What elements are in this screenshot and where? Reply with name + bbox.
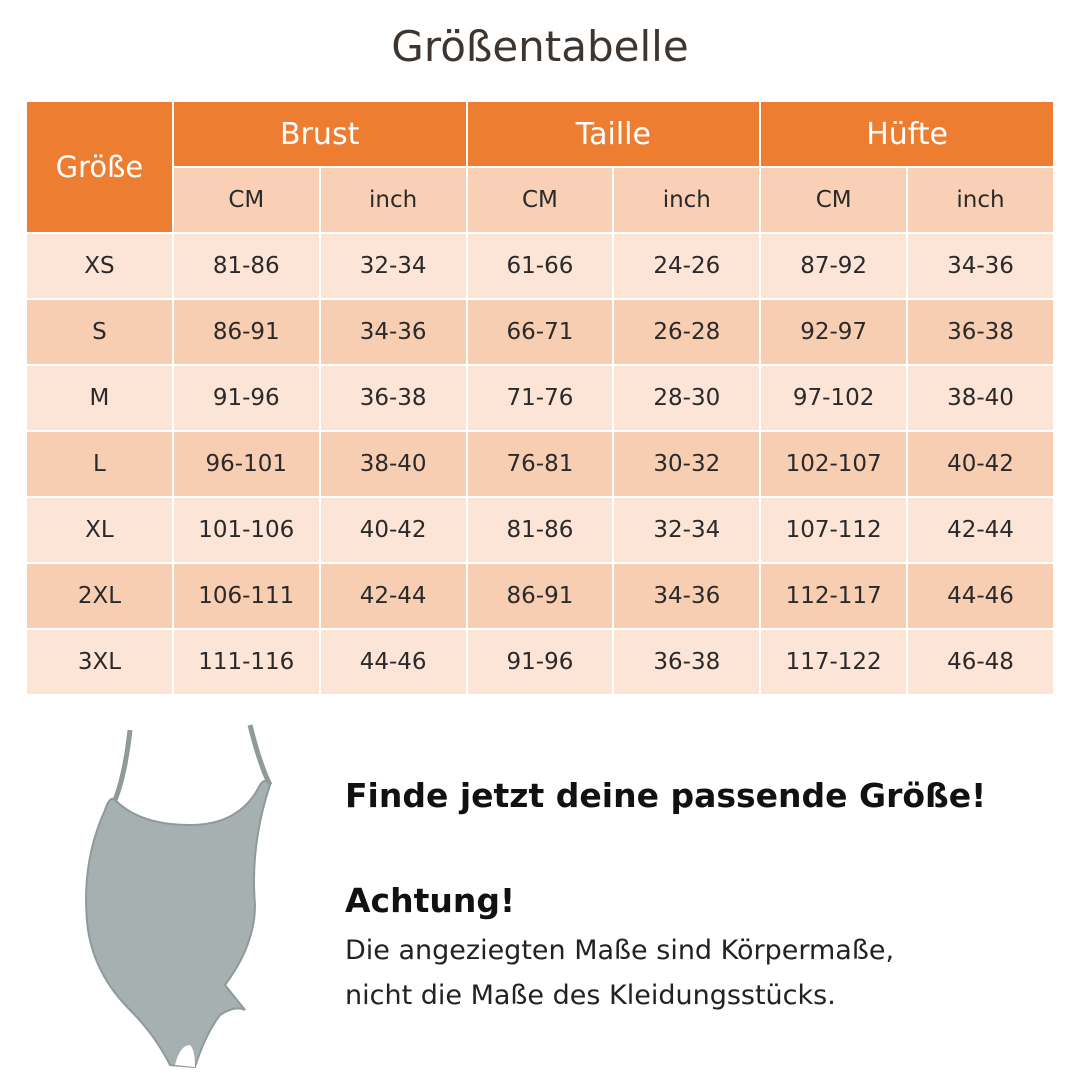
- size-cell: L: [25, 430, 174, 498]
- cell: 112-117: [759, 562, 909, 630]
- cell: 61-66: [465, 232, 615, 300]
- data-row: 3XL 111-116 44-46 91-96 36-38 117-122 46-48: [25, 628, 1055, 696]
- warning-line: Die angeziegten Maße sind Körpermaße,: [345, 935, 895, 966]
- cell: 91-96: [465, 628, 615, 696]
- cell: 38-40: [318, 430, 468, 498]
- cell: 42-44: [906, 496, 1055, 564]
- group-header: Brust: [171, 100, 468, 168]
- headline: Finde jetzt deine passende Größe!: [345, 776, 987, 815]
- data-row: S 86-91 34-36 66-71 26-28 92-97 36-38: [25, 298, 1055, 366]
- subheader: inch: [906, 166, 1055, 234]
- cell: 34-36: [318, 298, 468, 366]
- group-header: Taille: [465, 100, 762, 168]
- subheader: CM: [171, 166, 321, 234]
- size-cell: XL: [25, 496, 174, 564]
- cell: 36-38: [906, 298, 1055, 366]
- cell: 42-44: [318, 562, 468, 630]
- subheader-row: CM inch CM inch CM inch: [26, 166, 1055, 234]
- cell: 76-81: [465, 430, 615, 498]
- cell: 32-34: [318, 232, 468, 300]
- cell: 107-112: [759, 496, 909, 564]
- size-cell: 3XL: [25, 628, 174, 696]
- cell: 96-101: [171, 430, 321, 498]
- cell: 34-36: [612, 562, 762, 630]
- size-cell: S: [25, 298, 174, 366]
- subheader: inch: [318, 166, 468, 234]
- cell: 36-38: [318, 364, 468, 432]
- warning-line: nicht die Maße des Kleidungsstücks.: [345, 980, 836, 1011]
- cell: 117-122: [759, 628, 909, 696]
- warning-title: Achtung!: [345, 881, 516, 920]
- cell: 102-107: [759, 430, 909, 498]
- cell: 81-86: [465, 496, 615, 564]
- subheader: inch: [612, 166, 762, 234]
- title: Größentabelle: [391, 22, 689, 71]
- cell: 44-46: [906, 562, 1055, 630]
- cell: 34-36: [906, 232, 1055, 300]
- cell: 44-46: [318, 628, 468, 696]
- size-table: Größe Brust Taille Hüfte CM inch CM inch CM inch X…: [25, 100, 1055, 696]
- cell: 86-91: [171, 298, 321, 366]
- group-header: Hüfte: [759, 100, 1055, 168]
- subheader: CM: [759, 166, 909, 234]
- data-row: 2XL 106-111 42-44 86-91 34-36 112-117 44-46: [25, 562, 1055, 630]
- cell: 71-76: [465, 364, 615, 432]
- cell: 92-97: [759, 298, 909, 366]
- data-row: L 96-101 38-40 76-81 30-32 102-107 40-42: [25, 430, 1055, 498]
- cell: 32-34: [612, 496, 762, 564]
- cell: 97-102: [759, 364, 909, 432]
- cell: 30-32: [612, 430, 762, 498]
- cell: 86-91: [465, 562, 615, 630]
- size-cell: 2XL: [25, 562, 174, 630]
- cell: 36-38: [612, 628, 762, 696]
- cell: 111-116: [171, 628, 321, 696]
- subheader: CM: [465, 166, 615, 234]
- cell: 66-71: [465, 298, 615, 366]
- cell: 81-86: [171, 232, 321, 300]
- cell: 38-40: [906, 364, 1055, 432]
- cell: 28-30: [612, 364, 762, 432]
- cell: 91-96: [171, 364, 321, 432]
- cell: 40-42: [906, 430, 1055, 498]
- data-row: XL 101-106 40-42 81-86 32-34 107-112 42-44: [25, 496, 1055, 564]
- cell: 106-111: [171, 562, 321, 630]
- cell: 24-26: [612, 232, 762, 300]
- header-row: Größe Brust Taille Hüfte: [25, 100, 1055, 234]
- cell: 87-92: [759, 232, 909, 300]
- size-cell: XS: [25, 232, 174, 300]
- bodysuit-image: [85, 724, 273, 1069]
- cell: 46-48: [906, 628, 1055, 696]
- data-row: M 91-96 36-38 71-76 28-30 97-102 38-40: [25, 364, 1055, 432]
- data-row: XS 81-86 32-34 61-66 24-26 87-92 34-36: [25, 232, 1055, 300]
- cell: 40-42: [318, 496, 468, 564]
- cell: 26-28: [612, 298, 762, 366]
- cell: 101-106: [171, 496, 321, 564]
- corner-header: Größe: [25, 100, 174, 234]
- size-cell: M: [25, 364, 174, 432]
